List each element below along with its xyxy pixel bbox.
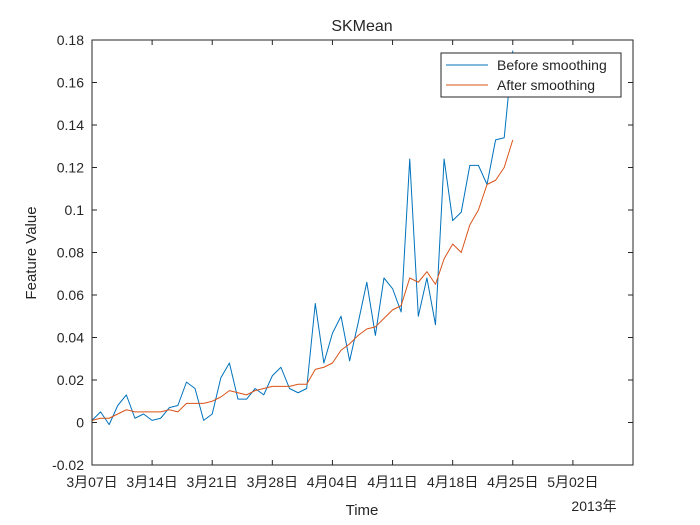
y-tick-label: 0.12	[57, 160, 84, 176]
y-tick-label: 0	[76, 415, 84, 431]
legend-box	[440, 52, 622, 98]
x-axis-year-label: 2013年	[571, 498, 616, 514]
y-tick-label: 0.1	[65, 202, 85, 218]
y-tick-label: -0.02	[52, 457, 84, 473]
y-tick-label: 0.06	[57, 287, 84, 303]
legend-label-before-smoothing: Before smoothing	[497, 57, 607, 73]
series-line-before-smoothing	[91, 50, 514, 426]
x-tick-label: 4月25日	[487, 474, 538, 490]
x-axis-label: Time	[346, 502, 379, 519]
chart-title: SKMean	[331, 18, 392, 35]
y-tick-label: 0.16	[57, 75, 84, 91]
x-axis-ticks: 3月07日 3月14日 3月21日 3月28日 4月04日 4月11日 4月18日 4月25日…	[66, 40, 599, 490]
x-tick-label: 4月04日	[307, 474, 358, 490]
x-tick-label: 4月11日	[367, 474, 417, 490]
x-tick-label: 4月18日	[427, 474, 478, 490]
y-tick-label: 0.04	[57, 330, 84, 346]
legend: Before smoothing After smoothing	[440, 52, 622, 98]
y-axis-label: Feature Value	[23, 206, 40, 299]
x-tick-label: 3月28日	[247, 474, 298, 490]
y-tick-label: 0.18	[57, 32, 84, 48]
y-axis-ticks: -0.02 0 0.02 0.04 0.06 0.08 0.1 0.12 0.14 0.16 0.1…	[52, 32, 633, 473]
y-tick-label: 0.02	[57, 372, 84, 388]
x-tick-label: 3月14日	[126, 474, 177, 490]
y-tick-label: 0.08	[57, 245, 84, 261]
x-tick-label: 3月07日	[66, 474, 117, 490]
plot-area	[92, 40, 633, 465]
x-tick-label: 3月21日	[187, 474, 238, 490]
legend-label-after-smoothing: After smoothing	[497, 77, 595, 93]
y-tick-label: 0.14	[57, 117, 84, 133]
series-line-after-smoothing	[91, 139, 514, 421]
series-layer	[91, 50, 514, 426]
x-tick-label: 5月02日	[547, 474, 598, 490]
